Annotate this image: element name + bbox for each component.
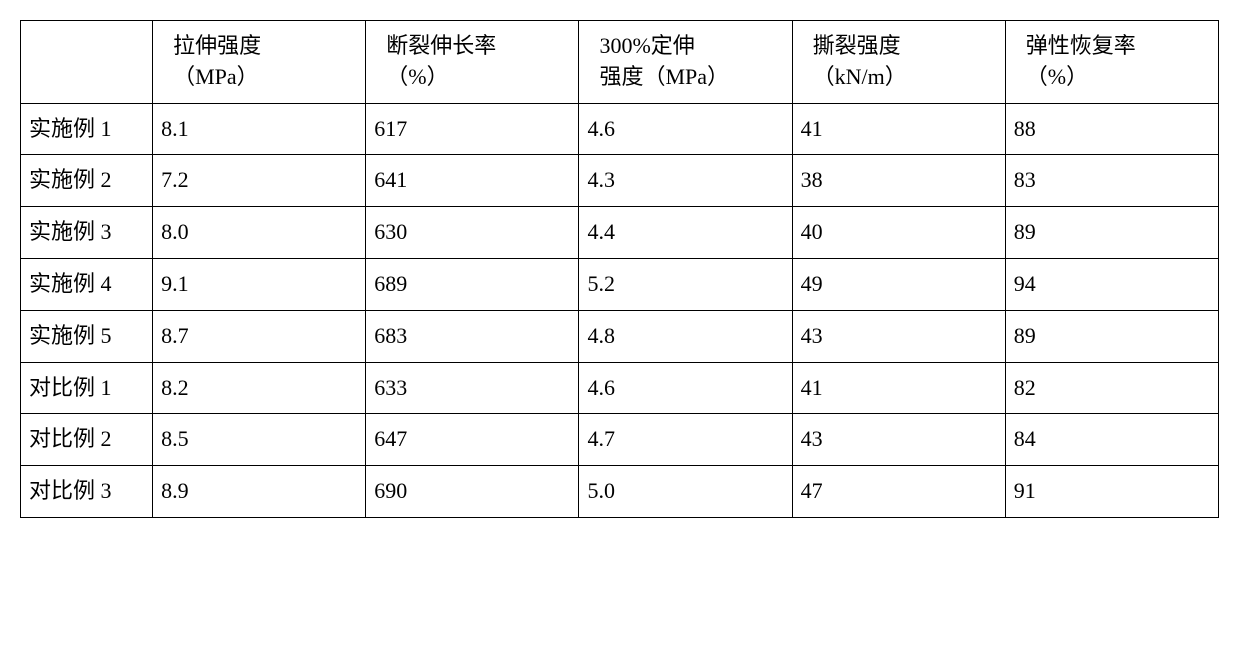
cell-value: 43 xyxy=(792,310,1005,362)
table-row: 对比例 3 8.9 690 5.0 47 91 xyxy=(21,466,1219,518)
table-row: 实施例 1 8.1 617 4.6 41 88 xyxy=(21,103,1219,155)
header-text: （kN/m） xyxy=(813,64,907,89)
cell-value: 8.0 xyxy=(153,207,366,259)
cell-value: 647 xyxy=(366,414,579,466)
cell-value: 82 xyxy=(1005,362,1218,414)
cell-value: 8.7 xyxy=(153,310,366,362)
cell-value: 630 xyxy=(366,207,579,259)
cell-value: 94 xyxy=(1005,258,1218,310)
table-row: 对比例 2 8.5 647 4.7 43 84 xyxy=(21,414,1219,466)
row-label: 对比例 1 xyxy=(21,362,153,414)
cell-value: 690 xyxy=(366,466,579,518)
table-header-row: 拉伸强度 （MPa） 断裂伸长率 （%） 300%定伸 强度（MPa） 撕裂强度… xyxy=(21,21,1219,104)
cell-value: 43 xyxy=(792,414,1005,466)
table-row: 对比例 1 8.2 633 4.6 41 82 xyxy=(21,362,1219,414)
header-elongation: 断裂伸长率 （%） xyxy=(366,21,579,104)
table-body: 实施例 1 8.1 617 4.6 41 88 实施例 2 7.2 641 4.… xyxy=(21,103,1219,517)
header-text: （%） xyxy=(1026,64,1088,89)
row-label: 实施例 1 xyxy=(21,103,153,155)
header-text: 撕裂强度 xyxy=(813,33,901,58)
cell-value: 84 xyxy=(1005,414,1218,466)
header-text: 弹性恢复率 xyxy=(1026,33,1136,58)
cell-value: 641 xyxy=(366,155,579,207)
cell-value: 4.6 xyxy=(579,362,792,414)
cell-value: 9.1 xyxy=(153,258,366,310)
cell-value: 8.2 xyxy=(153,362,366,414)
row-label: 对比例 3 xyxy=(21,466,153,518)
header-text: 300%定伸 xyxy=(599,33,694,58)
row-label: 实施例 5 xyxy=(21,310,153,362)
cell-value: 41 xyxy=(792,103,1005,155)
cell-value: 91 xyxy=(1005,466,1218,518)
table-row: 实施例 3 8.0 630 4.4 40 89 xyxy=(21,207,1219,259)
data-table: 拉伸强度 （MPa） 断裂伸长率 （%） 300%定伸 强度（MPa） 撕裂强度… xyxy=(20,20,1219,518)
row-label: 实施例 2 xyxy=(21,155,153,207)
table-row: 实施例 5 8.7 683 4.8 43 89 xyxy=(21,310,1219,362)
row-label: 实施例 4 xyxy=(21,258,153,310)
header-elastic-recovery: 弹性恢复率 （%） xyxy=(1005,21,1218,104)
cell-value: 689 xyxy=(366,258,579,310)
header-text: 拉伸强度 xyxy=(173,33,261,58)
cell-value: 83 xyxy=(1005,155,1218,207)
cell-value: 4.8 xyxy=(579,310,792,362)
cell-value: 4.4 xyxy=(579,207,792,259)
cell-value: 683 xyxy=(366,310,579,362)
cell-value: 5.0 xyxy=(579,466,792,518)
cell-value: 40 xyxy=(792,207,1005,259)
cell-value: 7.2 xyxy=(153,155,366,207)
cell-value: 41 xyxy=(792,362,1005,414)
cell-value: 47 xyxy=(792,466,1005,518)
cell-value: 8.5 xyxy=(153,414,366,466)
cell-value: 88 xyxy=(1005,103,1218,155)
header-empty xyxy=(21,21,153,104)
cell-value: 89 xyxy=(1005,207,1218,259)
header-text: 断裂伸长率 xyxy=(386,33,496,58)
header-tensile-strength: 拉伸强度 （MPa） xyxy=(153,21,366,104)
row-label: 对比例 2 xyxy=(21,414,153,466)
cell-value: 5.2 xyxy=(579,258,792,310)
table-row: 实施例 2 7.2 641 4.3 38 83 xyxy=(21,155,1219,207)
cell-value: 38 xyxy=(792,155,1005,207)
header-text: （%） xyxy=(386,64,448,89)
header-300-percent: 300%定伸 强度（MPa） xyxy=(579,21,792,104)
cell-value: 617 xyxy=(366,103,579,155)
row-label: 实施例 3 xyxy=(21,207,153,259)
cell-value: 49 xyxy=(792,258,1005,310)
cell-value: 4.3 xyxy=(579,155,792,207)
header-text: （MPa） xyxy=(173,64,259,89)
table-row: 实施例 4 9.1 689 5.2 49 94 xyxy=(21,258,1219,310)
header-text: 强度（MPa） xyxy=(599,64,729,89)
cell-value: 89 xyxy=(1005,310,1218,362)
cell-value: 4.6 xyxy=(579,103,792,155)
cell-value: 8.1 xyxy=(153,103,366,155)
cell-value: 633 xyxy=(366,362,579,414)
header-tear-strength: 撕裂强度 （kN/m） xyxy=(792,21,1005,104)
cell-value: 8.9 xyxy=(153,466,366,518)
cell-value: 4.7 xyxy=(579,414,792,466)
